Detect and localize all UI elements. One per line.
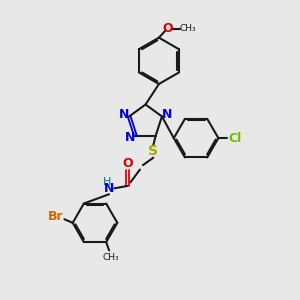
Text: N: N [125, 131, 135, 144]
Text: N: N [162, 108, 172, 121]
Text: N: N [118, 108, 129, 121]
Text: N: N [104, 182, 114, 195]
Text: CH₃: CH₃ [102, 253, 119, 262]
Text: Cl: Cl [228, 132, 242, 145]
Text: H: H [102, 177, 111, 188]
Text: Br: Br [48, 210, 63, 224]
Text: CH₃: CH₃ [180, 24, 196, 33]
Text: S: S [148, 144, 158, 158]
Text: O: O [122, 158, 133, 170]
Text: O: O [162, 22, 172, 35]
